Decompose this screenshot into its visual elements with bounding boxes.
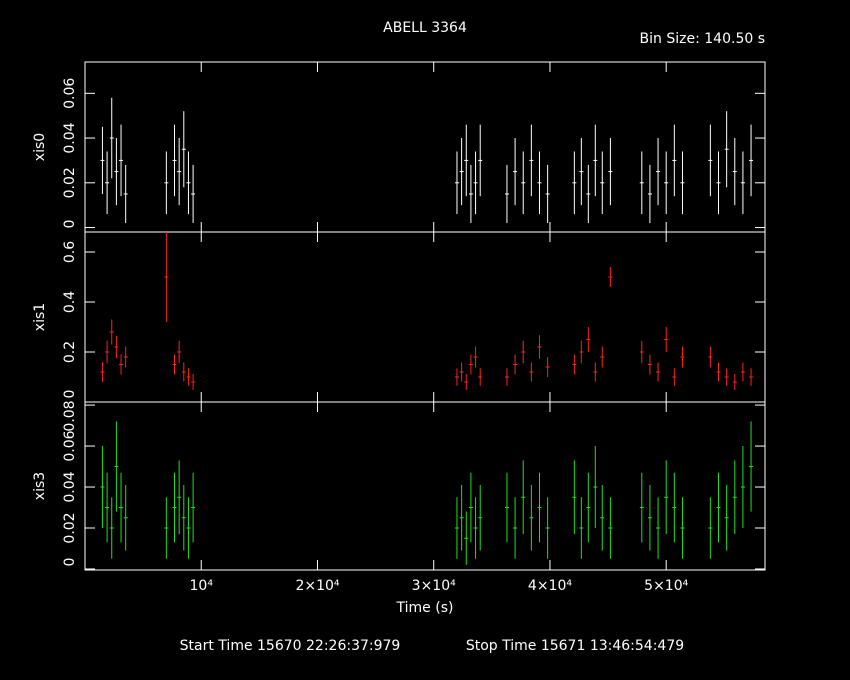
y-tick-label: 0.6 — [62, 241, 78, 263]
y-tick-label: 0.2 — [62, 341, 78, 363]
y-tick-label: 0.02 — [62, 512, 78, 543]
panel-frame — [84, 401, 766, 571]
y-tick-label: 0.06 — [62, 78, 78, 109]
y-tick-label: 0 — [62, 220, 78, 229]
y-tick-label: 0 — [62, 558, 78, 567]
y-tick-label: 0.04 — [62, 122, 78, 153]
x-tick-label: 2×10⁴ — [295, 578, 339, 594]
y-tick-label: 0.02 — [62, 167, 78, 198]
stop-time: Stop Time 15671 13:46:54:479 — [466, 638, 684, 654]
chart-title: ABELL 3364 — [383, 20, 467, 36]
x-tick-label: 4×10⁴ — [528, 578, 572, 594]
start-time: Start Time 15670 22:26:37:979 — [180, 638, 401, 654]
y-axis-label: xis0 — [32, 133, 48, 161]
y-tick-label: 0.08 — [62, 400, 78, 431]
bin-size: Bin Size: 140.50 s — [640, 31, 765, 47]
y-tick-label: 0 — [62, 390, 78, 399]
x-tick-label: 5×10⁴ — [644, 578, 688, 594]
y-tick-label: 0.4 — [62, 291, 78, 313]
y-tick-label: 0.06 — [62, 430, 78, 461]
x-tick-label: 3×10⁴ — [412, 578, 456, 594]
y-axis-label: xis1 — [32, 303, 48, 331]
x-tick-label: 10⁴ — [190, 578, 214, 594]
x-axis-label: Time (s) — [396, 600, 454, 616]
y-tick-label: 0.04 — [62, 471, 78, 502]
y-axis-label: xis3 — [32, 472, 48, 500]
